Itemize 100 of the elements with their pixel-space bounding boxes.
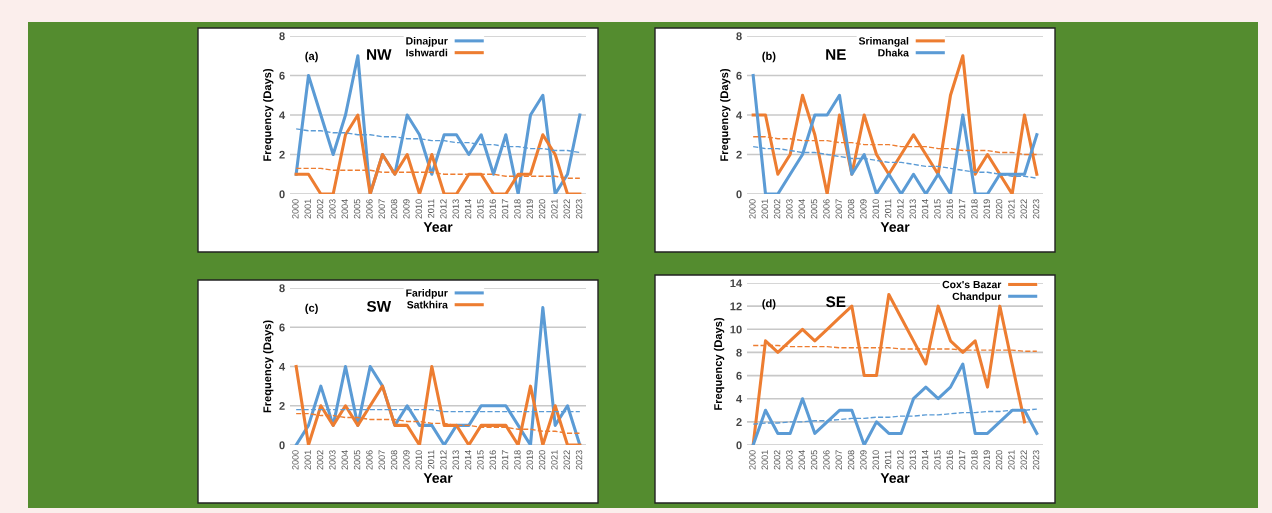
x-tick-label: 2003: [786, 450, 793, 470]
line-series: [294, 113, 582, 194]
x-tick-label: 2003: [786, 199, 793, 219]
y-axis-title: Frequency (Days): [720, 68, 731, 161]
x-tick-label: 2013: [452, 450, 459, 470]
x-tick-label: 2010: [415, 450, 422, 470]
y-tick-label: 8: [279, 284, 285, 293]
y-tick-label: 10: [730, 325, 742, 334]
x-tick-label: 2004: [798, 199, 805, 219]
y-tick-label: 0: [736, 441, 742, 450]
x-tick-label: 2019: [526, 450, 533, 470]
x-tick-label: 2001: [761, 199, 768, 219]
x-tick-label: 2000: [749, 450, 756, 470]
x-tick-label: 2009: [860, 199, 867, 219]
x-tick-label: 2012: [440, 450, 447, 470]
x-tick-label: 2011: [884, 450, 892, 469]
x-tick-label: 2020: [995, 199, 1003, 219]
text: SW: [366, 300, 392, 312]
x-tick-label: 2016: [946, 199, 953, 219]
x-tick-label: 2002: [316, 199, 324, 219]
x-tick-label: 2007: [378, 450, 385, 470]
x-tick-label: 2016: [946, 450, 953, 470]
x-tick-label: 2008: [847, 199, 855, 219]
x-axis-title: Year: [880, 473, 910, 483]
y-tick-label: 6: [279, 323, 285, 332]
x-tick-label: 2019: [526, 199, 533, 219]
x-axis-title: Year: [880, 222, 910, 232]
x-tick-label: 2008: [847, 450, 855, 470]
x-tick-label: 2020: [538, 199, 546, 219]
x-tick-label: 2014: [464, 199, 472, 219]
x-tick-label: 2010: [872, 450, 879, 470]
x-tick-label: 2005: [353, 450, 361, 470]
x-tick-label: 2006: [823, 450, 830, 470]
x-tick-label: 2021: [551, 450, 558, 470]
y-tick-label: 14: [730, 279, 743, 288]
x-tick-label: 2015: [477, 199, 484, 219]
x-tick-label: 2013: [909, 199, 916, 219]
x-tick-label: 2011: [427, 199, 435, 218]
x-tick-label: 2009: [860, 450, 867, 470]
x-tick-label: 2017: [958, 450, 966, 470]
x-tick-label: 2008: [390, 199, 398, 219]
line-series: [294, 364, 582, 445]
x-tick-label: 2014: [464, 450, 472, 470]
y-tick-label: 8: [279, 32, 285, 41]
x-tick-label: 2017: [501, 199, 509, 219]
x-tick-label: 2021: [1008, 450, 1015, 470]
y-tick-label: 6: [736, 371, 742, 380]
x-tick-label: 2023: [1032, 199, 1040, 219]
x-tick-label: 2004: [798, 450, 805, 470]
x-tick-label: 2020: [995, 450, 1003, 470]
x-tick-label: 2000: [749, 199, 756, 219]
x-tick-label: 2010: [415, 199, 422, 219]
x-tick-label: 2023: [1032, 450, 1040, 470]
text: NW: [367, 49, 392, 60]
y-tick-label: 4: [736, 395, 743, 403]
x-tick-label: 2018: [971, 199, 978, 219]
y-tick-label: 8: [736, 32, 742, 41]
x-tick-label: 2022: [1020, 199, 1027, 219]
x-tick-label: 2002: [773, 450, 781, 470]
x-tick-label: 2023: [575, 199, 583, 219]
y-axis-title: Frequency (Days): [263, 320, 274, 413]
line-series: [751, 362, 1039, 445]
x-tick-label: 2000: [292, 450, 299, 470]
x-tick-label: 2000: [292, 199, 299, 219]
y-tick-label: 4: [279, 362, 286, 371]
x-tick-label: 2004: [341, 199, 348, 219]
x-tick-label: 2007: [378, 199, 385, 219]
text: SE: [826, 296, 846, 308]
x-tick-label: 2006: [823, 199, 830, 219]
x-tick-label: 2004: [341, 450, 348, 470]
x-tick-label: 2001: [304, 199, 311, 219]
x-axis-title: Year: [423, 473, 453, 483]
x-tick-label: 2006: [366, 199, 373, 219]
y-tick-label: 6: [279, 71, 285, 80]
x-tick-label: 2011: [884, 199, 892, 218]
x-tick-label: 2020: [538, 450, 546, 470]
x-tick-label: 2023: [575, 450, 583, 470]
x-tick-label: 2002: [773, 199, 781, 219]
x-tick-label: 2005: [810, 199, 818, 219]
x-tick-label: 2006: [366, 450, 373, 470]
x-tick-label: 2001: [761, 450, 768, 470]
x-tick-label: 2012: [897, 450, 904, 470]
x-tick-label: 2021: [1008, 199, 1015, 219]
annotation: (a): [305, 51, 318, 63]
x-tick-label: 2011: [427, 450, 435, 469]
x-tick-label: 2002: [316, 450, 324, 470]
x-tick-label: 2005: [810, 450, 818, 470]
x-tick-label: 2013: [909, 450, 916, 470]
x-tick-label: 2022: [563, 199, 570, 219]
x-tick-label: 2015: [934, 199, 941, 219]
y-tick-label: 2: [279, 402, 285, 410]
legend-label: Dhaka: [878, 48, 909, 57]
x-tick-label: 2009: [403, 199, 410, 219]
x-tick-label: 2015: [477, 450, 484, 470]
x-tick-label: 2017: [501, 450, 509, 470]
x-tick-label: 2019: [983, 450, 990, 470]
x-tick-label: 2008: [390, 450, 398, 470]
y-tick-label: 4: [279, 111, 286, 120]
x-tick-label: 2010: [872, 199, 879, 219]
x-axis-title: Year: [423, 222, 453, 232]
